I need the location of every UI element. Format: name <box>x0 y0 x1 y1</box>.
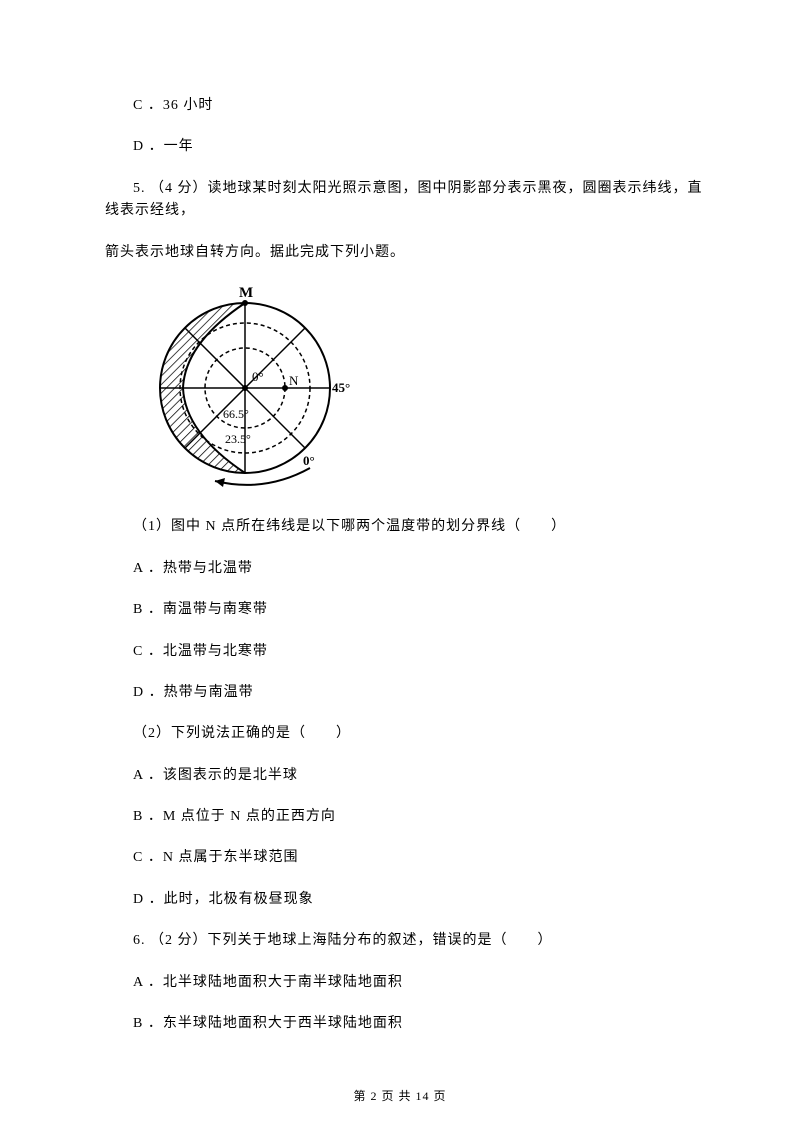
q6-b: B ．东半球陆地面积大于西半球陆地面积 <box>105 1013 705 1035</box>
q5-stem-line2: 箭头表示地球自转方向。据此完成下列小题。 <box>105 242 705 264</box>
label-n: N <box>289 373 299 388</box>
q5-s2b: B ．M 点位于 N 点的正西方向 <box>105 806 705 828</box>
q5-s2c: C ．N 点属于东半球范围 <box>105 847 705 869</box>
label-45: 45° <box>332 380 350 395</box>
q5-s1d: D ．热带与南温带 <box>105 682 705 704</box>
q5-s1c: C ．北温带与北寒带 <box>105 641 705 663</box>
label-m: M <box>239 285 253 301</box>
q4-option-c: C ．36 小时 <box>105 95 705 117</box>
page-footer: 第 2 页 共 14 页 <box>0 1087 800 1106</box>
earth-diagram: M 0° N 45° 66.5° 23.5° 0° <box>135 283 705 501</box>
q5-sub1: （1）图中 N 点所在纬线是以下哪两个温度带的划分界线（ ） <box>105 516 705 538</box>
q5-s1a: A ．热带与北温带 <box>105 558 705 580</box>
q6-stem: 6. （2 分）下列关于地球上海陆分布的叙述，错误的是（ ） <box>105 930 705 952</box>
q5-s2d: D ．此时，北极有极昼现象 <box>105 889 705 911</box>
earth-svg-icon: M 0° N 45° 66.5° 23.5° 0° <box>135 283 365 493</box>
label-0-bottom: 0° <box>303 453 315 468</box>
q4-option-d: D ．一年 <box>105 136 705 158</box>
label-235: 23.5° <box>225 432 251 446</box>
q5-s2a: A ．该图表示的是北半球 <box>105 765 705 787</box>
q6-a: A ．北半球陆地面积大于南半球陆地面积 <box>105 972 705 994</box>
q5-s1b: B ．南温带与南寒带 <box>105 599 705 621</box>
q5-sub2: （2）下列说法正确的是（ ） <box>105 723 705 745</box>
label-0: 0° <box>252 369 264 384</box>
label-665: 66.5° <box>223 407 249 421</box>
q5-stem-line1: 5. （4 分）读地球某时刻太阳光照示意图，图中阴影部分表示黑夜，圆圈表示纬线，… <box>105 178 705 223</box>
